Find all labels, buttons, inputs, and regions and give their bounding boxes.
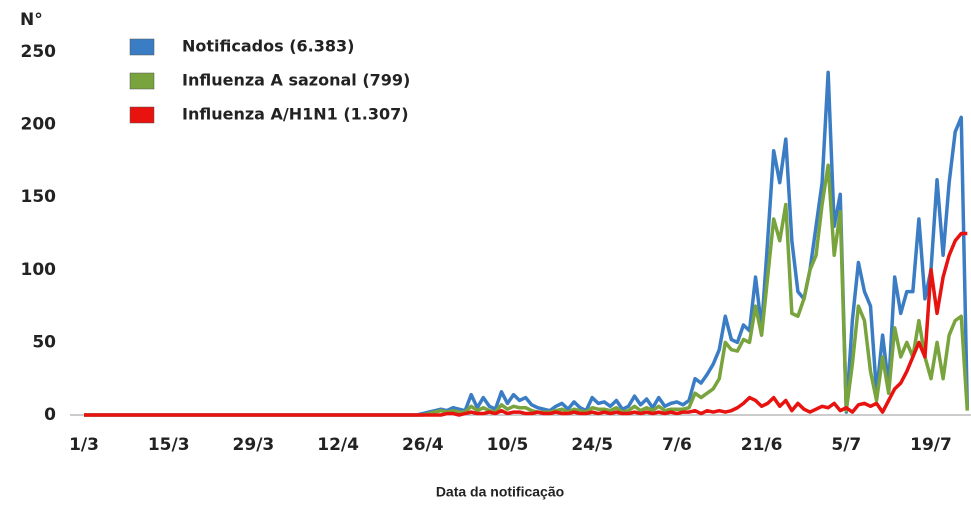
legend-swatch [129,72,155,90]
legend-label: Influenza A/H1N1 (1.307) [182,105,409,124]
x-tick-label: 19/7 [910,435,952,455]
y-tick-label: 200 [21,115,57,135]
series-line [84,231,968,417]
x-tick-label: 10/5 [487,435,529,455]
y-axis-label: N° [20,10,43,30]
x-tick-label: 15/3 [148,435,190,455]
y-tick-label: 100 [21,260,57,280]
x-tick-label: 12/4 [317,435,359,455]
legend-swatch [129,106,155,124]
x-tick-label: 26/4 [402,435,444,455]
x-tick-label: 24/5 [571,435,613,455]
x-tick-label: 21/6 [741,435,783,455]
x-axis-label: Data da notificação [436,484,564,500]
x-tick-label: 7/6 [662,435,692,455]
y-tick-label: 50 [32,332,56,352]
y-tick-label: 150 [21,187,57,207]
x-tick-label: 29/3 [233,435,275,455]
y-tick-label: 250 [21,42,57,62]
x-tick-label: 1/3 [69,435,99,455]
y-tick-label: 0 [44,405,56,425]
legend-label: Notificados (6.383) [182,37,354,56]
legend-label: Influenza A sazonal (799) [182,71,410,90]
legend-swatch [129,38,155,56]
x-tick-label: 5/7 [831,435,861,455]
